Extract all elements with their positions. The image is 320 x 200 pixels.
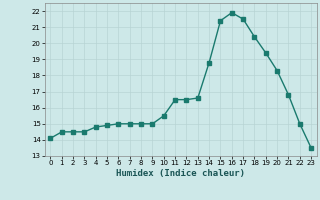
X-axis label: Humidex (Indice chaleur): Humidex (Indice chaleur) (116, 169, 245, 178)
